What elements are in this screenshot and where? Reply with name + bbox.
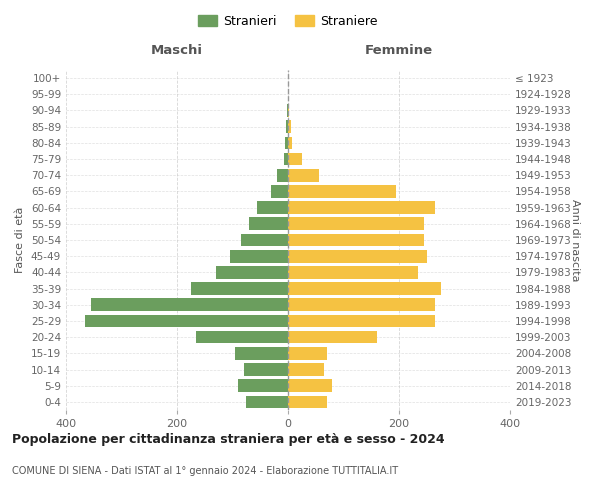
Bar (288, 396, 327, 408)
Bar (277, 169, 288, 181)
Bar (196, 331, 288, 344)
Text: Popolazione per cittadinanza straniera per età e sesso - 2024: Popolazione per cittadinanza straniera p… (12, 432, 445, 446)
Legend: Stranieri, Straniere: Stranieri, Straniere (194, 11, 382, 32)
Bar (216, 266, 288, 278)
Bar (191, 282, 288, 295)
Bar (286, 120, 288, 133)
Bar (288, 185, 396, 198)
Bar (288, 169, 319, 181)
Bar (257, 202, 288, 214)
Bar (247, 396, 288, 408)
Y-axis label: Fasce di età: Fasce di età (16, 207, 25, 273)
Bar (235, 347, 288, 360)
Bar (241, 234, 288, 246)
Bar (288, 282, 440, 295)
Bar (288, 152, 302, 166)
Bar (288, 202, 435, 214)
Bar (244, 363, 288, 376)
Bar (238, 380, 288, 392)
Bar (288, 266, 418, 278)
Y-axis label: Anni di nascita: Anni di nascita (570, 198, 580, 281)
Bar (288, 136, 292, 149)
Bar (288, 120, 291, 133)
Bar (288, 331, 377, 344)
Bar (271, 185, 288, 198)
Bar (288, 218, 424, 230)
Bar (288, 347, 327, 360)
Bar (288, 380, 332, 392)
Bar (284, 152, 288, 166)
Bar (230, 250, 288, 262)
Bar (288, 298, 435, 311)
Bar (249, 218, 288, 230)
Text: Maschi: Maschi (151, 44, 203, 57)
Bar (288, 314, 435, 328)
Bar (91, 298, 288, 311)
Text: Femmine: Femmine (365, 44, 433, 57)
Bar (285, 136, 288, 149)
Bar (288, 363, 324, 376)
Bar (288, 250, 427, 262)
Text: COMUNE DI SIENA - Dati ISTAT al 1° gennaio 2024 - Elaborazione TUTTITALIA.IT: COMUNE DI SIENA - Dati ISTAT al 1° genna… (12, 466, 398, 476)
Bar (85, 314, 288, 328)
Bar (288, 234, 424, 246)
